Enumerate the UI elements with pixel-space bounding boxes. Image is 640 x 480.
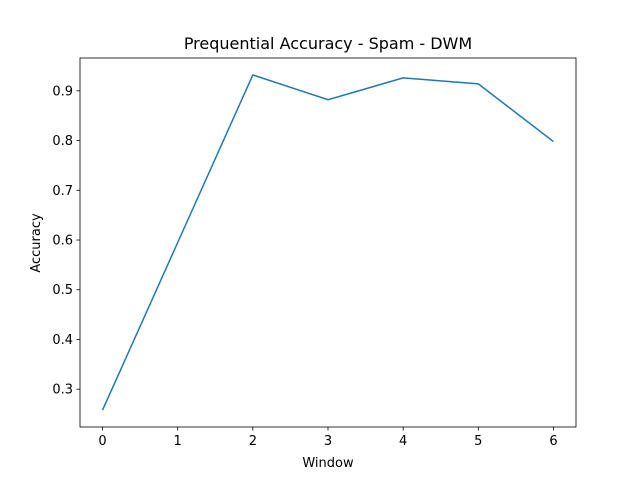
- x-tick-label: 5: [474, 434, 482, 449]
- x-axis-label: Window: [302, 456, 354, 471]
- y-axis-label: Accuracy: [29, 213, 44, 273]
- y-tick-label: 0.9: [52, 84, 73, 99]
- x-tick-label: 0: [98, 434, 106, 449]
- x-tick-label: 6: [549, 434, 557, 449]
- y-tick-label: 0.8: [52, 134, 73, 149]
- x-tick-label: 4: [399, 434, 407, 449]
- y-tick-label: 0.3: [52, 383, 73, 398]
- x-tick-label: 3: [324, 434, 332, 449]
- x-tick-label: 2: [249, 434, 257, 449]
- y-tick-label: 0.6: [52, 234, 73, 249]
- y-tick-label: 0.4: [52, 333, 73, 348]
- x-tick-label: 1: [174, 434, 182, 449]
- y-tick-label: 0.7: [52, 184, 73, 199]
- data-line: [101, 73, 554, 411]
- chart-title: Prequential Accuracy - Spam - DWM: [184, 34, 472, 53]
- plot-frame: [79, 57, 577, 428]
- y-tick-label: 0.5: [52, 283, 73, 298]
